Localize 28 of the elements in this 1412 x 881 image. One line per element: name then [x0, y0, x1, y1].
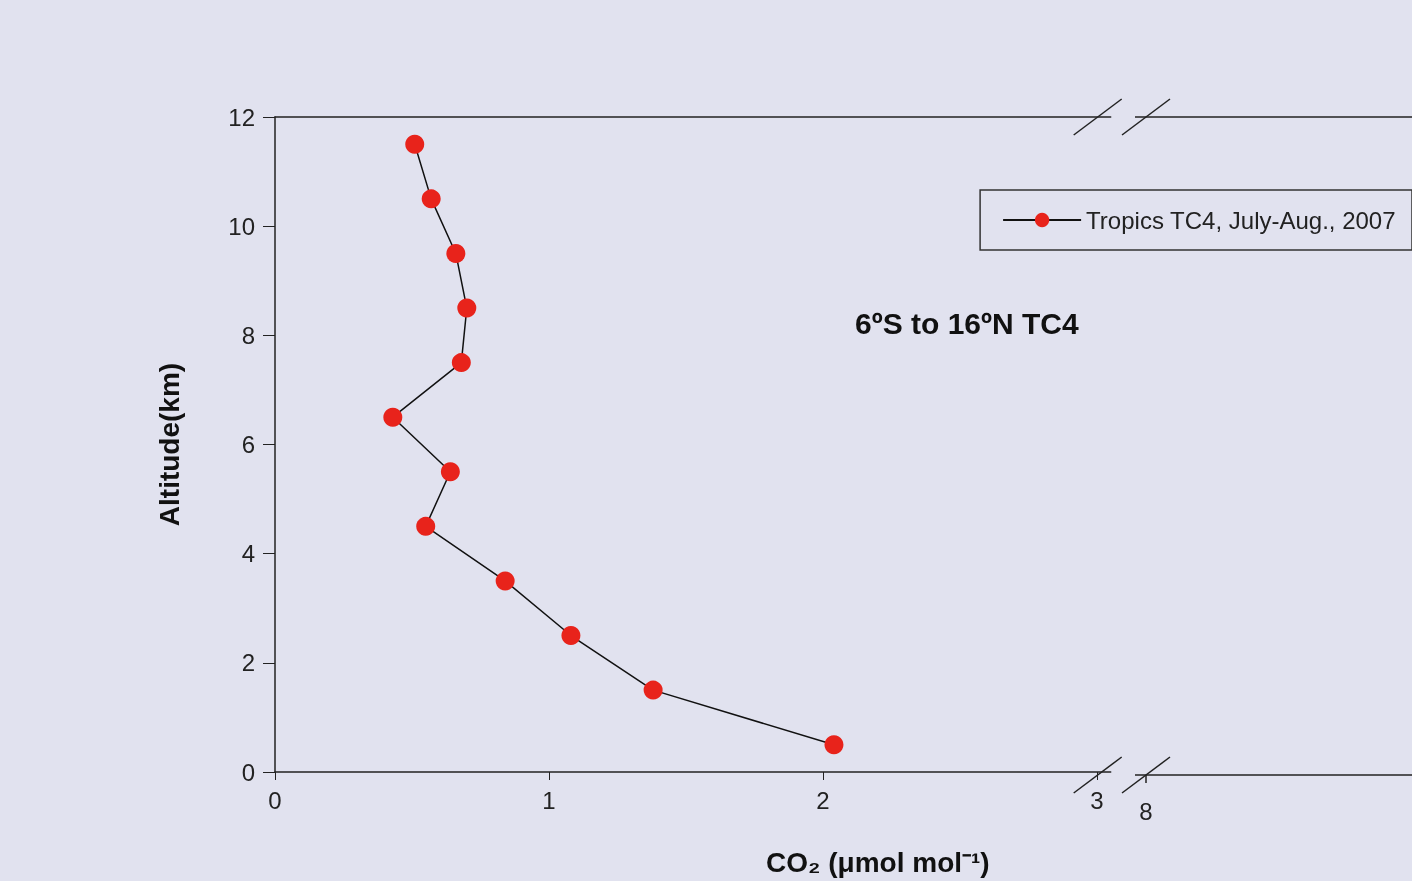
x-tick-label: 0	[268, 786, 282, 814]
point	[446, 243, 466, 263]
point	[421, 189, 441, 209]
point	[495, 571, 515, 591]
x-axis-title: CO₂ (μmol mol⁻¹)	[766, 846, 990, 878]
x-tick-label: 3	[1090, 786, 1104, 814]
y-tick-label: 2	[241, 649, 255, 677]
y-tick-label: 0	[241, 758, 255, 786]
x-tick-label: 2	[816, 786, 830, 814]
point	[383, 407, 403, 427]
point	[405, 134, 425, 154]
y-tick-label: 10	[228, 212, 255, 240]
point	[451, 353, 471, 373]
point	[561, 626, 581, 646]
y-axis-title: Altitude(km)	[153, 362, 185, 527]
point	[824, 735, 844, 755]
y-tick-label: 12	[228, 103, 255, 131]
point	[416, 516, 436, 536]
point	[643, 680, 663, 700]
legend-label: Tropics TC4, July-Aug., 2007	[1086, 206, 1396, 234]
y-tick-label: 4	[241, 540, 255, 568]
point	[440, 462, 460, 482]
y-tick-label: 8	[241, 321, 255, 349]
x-tick-label: 1	[542, 786, 556, 814]
annotation: 6ºS to 16ºN TC4	[855, 306, 1079, 340]
y-tick-label: 6	[241, 431, 255, 458]
point	[457, 298, 477, 318]
text: 8	[1139, 797, 1153, 825]
